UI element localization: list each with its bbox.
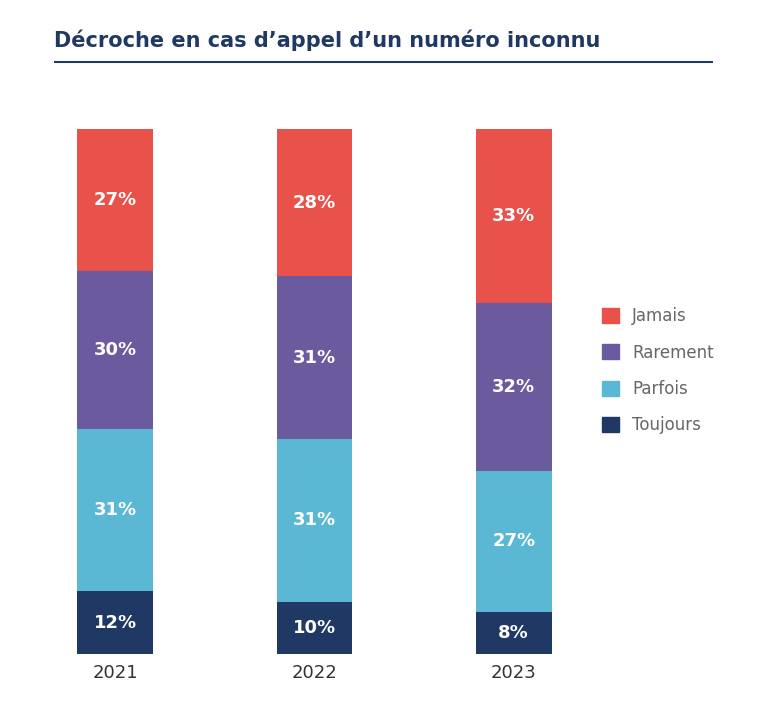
Bar [77,271,153,428]
Bar [77,591,153,654]
Bar [476,129,551,302]
Bar [277,602,352,654]
Bar [476,612,551,654]
Text: 31%: 31% [293,511,336,529]
Text: 31%: 31% [293,349,336,366]
Bar [277,129,352,276]
Text: 30%: 30% [94,341,137,358]
Text: 31%: 31% [94,501,137,519]
Bar [77,129,153,271]
Text: 33%: 33% [492,207,535,225]
Bar [476,470,551,612]
Text: 12%: 12% [94,614,137,632]
Bar [77,428,153,591]
Text: 27%: 27% [492,532,535,550]
Text: 28%: 28% [293,194,336,212]
Text: Décroche en cas d’appel d’un numéro inconnu: Décroche en cas d’appel d’un numéro inco… [54,29,600,51]
Text: 10%: 10% [293,619,336,637]
Bar [277,439,352,602]
Text: 8%: 8% [499,624,529,642]
Legend: Jamais, Rarement, Parfois, Toujours: Jamais, Rarement, Parfois, Toujours [594,299,723,443]
Bar [476,302,551,470]
Text: 32%: 32% [492,377,535,395]
Bar [277,276,352,439]
Text: 27%: 27% [94,191,137,209]
